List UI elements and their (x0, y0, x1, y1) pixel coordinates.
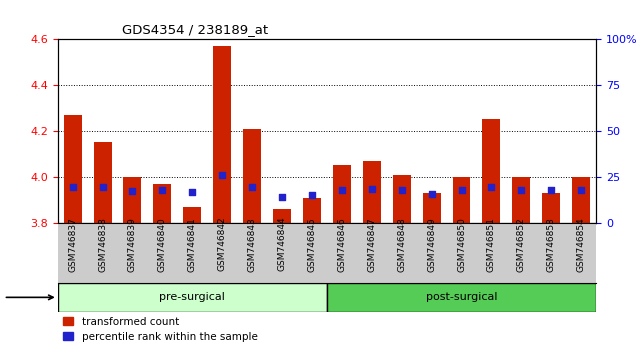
Point (277, 194, 287, 199)
Point (187, 189, 197, 195)
Bar (333, 166, 351, 223)
Point (307, 193, 317, 198)
Bar (124, 177, 142, 223)
Bar (63, 115, 81, 223)
Bar (273, 209, 291, 223)
Bar (453, 177, 470, 223)
Legend: transformed count, percentile rank within the sample: transformed count, percentile rank withi… (63, 317, 258, 342)
Bar (572, 177, 590, 223)
Bar (393, 175, 411, 223)
Bar (243, 129, 261, 223)
Point (337, 187, 347, 193)
Bar (542, 193, 560, 223)
Point (247, 184, 257, 190)
Bar (183, 207, 201, 223)
Point (367, 185, 377, 191)
Text: post-surgical: post-surgical (426, 292, 497, 302)
Point (397, 187, 407, 193)
Point (546, 187, 556, 193)
Bar (58, 283, 327, 312)
Bar (483, 120, 501, 223)
Bar (422, 193, 440, 223)
Text: specimen: specimen (0, 292, 53, 302)
Point (516, 187, 526, 193)
Point (67, 184, 78, 190)
Bar (94, 142, 112, 223)
Point (157, 187, 167, 193)
Point (487, 184, 497, 190)
Text: pre-surgical: pre-surgical (160, 292, 225, 302)
Point (426, 192, 437, 197)
Bar (213, 46, 231, 223)
Point (217, 172, 228, 178)
Point (456, 187, 467, 193)
Text: GDS4354 / 238189_at: GDS4354 / 238189_at (122, 23, 269, 36)
Point (576, 187, 587, 193)
Point (128, 188, 138, 194)
Bar (153, 184, 171, 223)
Bar (512, 177, 530, 223)
Point (97, 184, 108, 190)
Bar (327, 283, 596, 312)
Bar (303, 198, 321, 223)
Bar (363, 161, 381, 223)
